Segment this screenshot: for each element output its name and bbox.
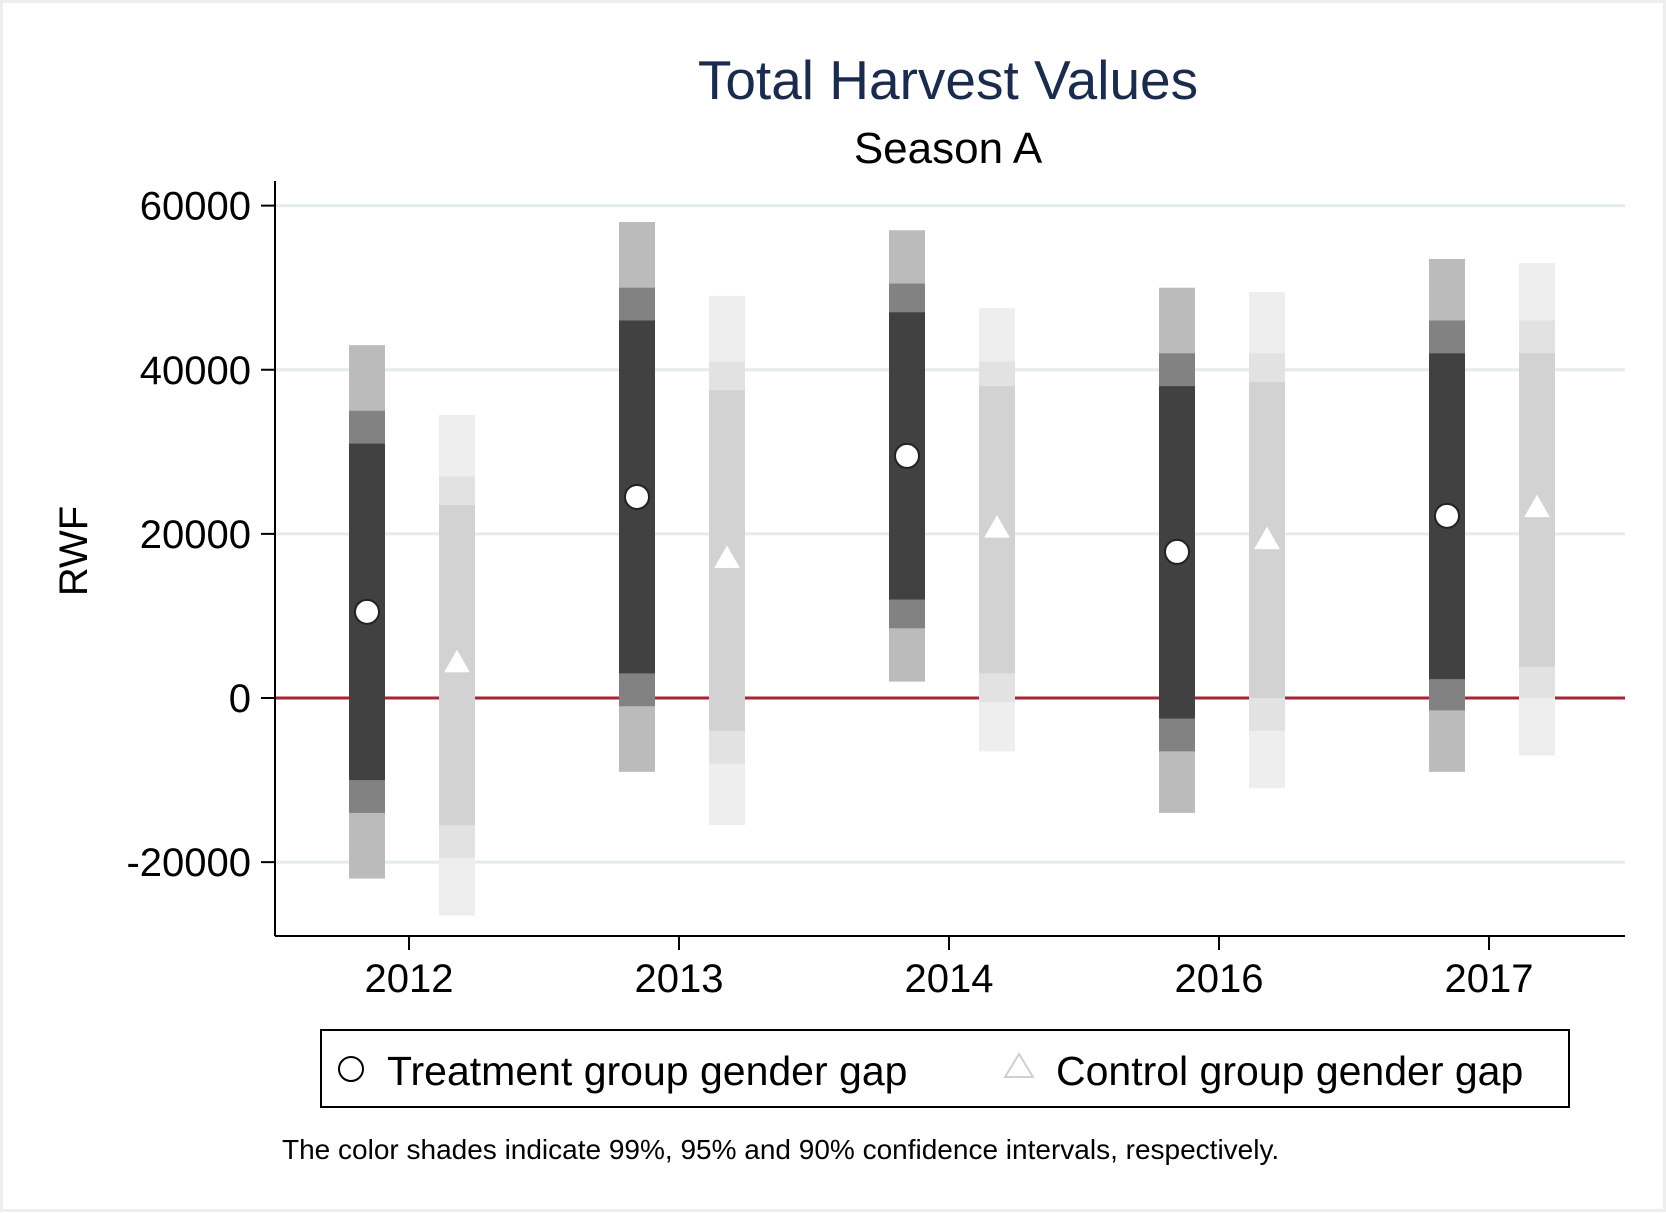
treatment-estimate-marker [1164, 538, 1190, 565]
legend: Treatment group gender gap Control group… [320, 1029, 1570, 1108]
x-tick-label: 2017 [1445, 957, 1534, 1001]
y-tick-label: 40000 [140, 349, 251, 393]
legend-box [320, 1029, 1570, 1108]
y-tick-labels: 60000 40000 20000 0 -20000 [126, 185, 251, 886]
y-tick-label: -20000 [126, 841, 251, 885]
treatment-estimate-marker [894, 442, 920, 469]
legend-treatment-label: Treatment group gender gap [387, 1048, 907, 1094]
axes [261, 181, 1625, 950]
x-tick-labels: 2012 2013 2014 2016 2017 [365, 957, 1534, 1001]
control-estimate-marker [1524, 494, 1550, 518]
y-tick-label: 60000 [140, 185, 251, 229]
control-estimate-marker [714, 545, 740, 568]
legend-control-label: Control group gender gap [1056, 1048, 1523, 1094]
control-estimate-marker [984, 515, 1010, 538]
x-tick-label: 2014 [905, 957, 994, 1001]
treatment-estimate-marker [624, 483, 650, 510]
control-estimate-marker [1254, 526, 1280, 550]
treatment-estimate-marker [354, 598, 380, 625]
y-tick-label: 20000 [140, 513, 251, 557]
point-estimate-markers [354, 442, 1550, 673]
chart-note: The color shades indicate 99%, 95% and 9… [282, 1134, 1279, 1165]
x-tick-label: 2012 [365, 957, 454, 1001]
chart-subtitle: Season A [854, 124, 1043, 173]
control-estimate-marker [444, 649, 470, 673]
legend-treatment-marker [338, 1056, 364, 1082]
x-tick-label: 2016 [1175, 957, 1264, 1001]
legend-control-marker [1003, 1052, 1035, 1078]
grid-lines [275, 204, 1625, 864]
x-tick-label: 2013 [635, 957, 724, 1001]
y-tick-label: 0 [229, 677, 251, 721]
chart-title: Total Harvest Values [698, 49, 1198, 111]
treatment-estimate-marker [1434, 502, 1460, 529]
harvest-chart: Total Harvest Values Season A RWF 60000 4… [52, 49, 1625, 1165]
y-axis-label: RWF [52, 506, 96, 596]
confidence-interval-bars [349, 222, 1555, 916]
